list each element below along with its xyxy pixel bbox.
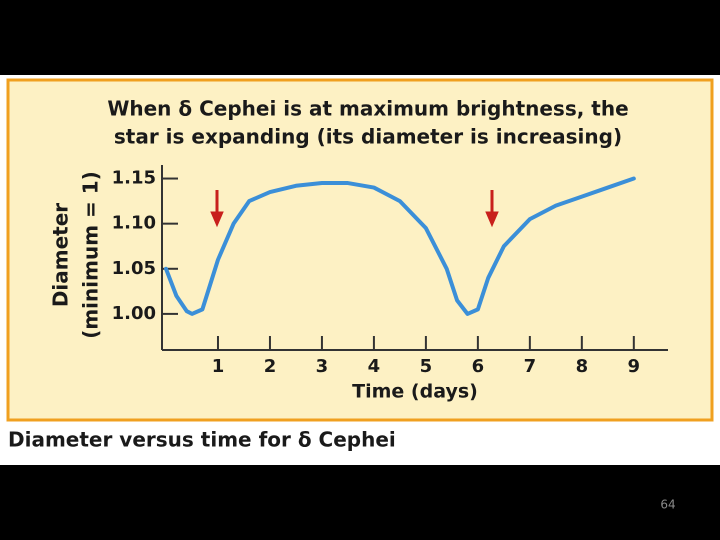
x-tick-label: 2 xyxy=(264,356,277,377)
x-axis-label: Time (days) xyxy=(352,381,478,403)
x-tick-label: 1 xyxy=(212,356,225,377)
x-tick-label: 8 xyxy=(576,356,589,377)
y-axis-label: Diameter xyxy=(49,203,73,307)
data-line xyxy=(164,176,636,316)
y-tick-label: 1.15 xyxy=(112,168,156,189)
x-tick-label: 7 xyxy=(524,356,537,377)
chart-title: star is expanding (its diameter is incre… xyxy=(114,125,622,149)
x-tick-label: 4 xyxy=(368,356,381,377)
arrows xyxy=(210,190,499,228)
arrow-head xyxy=(485,211,499,228)
y-tick-label: 1.10 xyxy=(112,213,156,234)
x-tick-label: 9 xyxy=(628,356,641,377)
caption: Diameter versus time for δ Cephei xyxy=(8,428,396,452)
x-tick-label: 6 xyxy=(472,356,485,377)
y-axis-label: (minimum = 1) xyxy=(79,171,103,339)
y-tick-label: 1.00 xyxy=(112,303,156,324)
y-tick-label: 1.05 xyxy=(112,258,156,279)
page-number: 64 xyxy=(660,498,675,512)
chart-panel xyxy=(6,78,714,422)
chart-title: When δ Cephei is at maximum brightness, … xyxy=(107,97,628,121)
x-tick-label: 3 xyxy=(316,356,329,377)
arrow-head xyxy=(210,211,224,228)
x-tick-label: 5 xyxy=(420,356,433,377)
